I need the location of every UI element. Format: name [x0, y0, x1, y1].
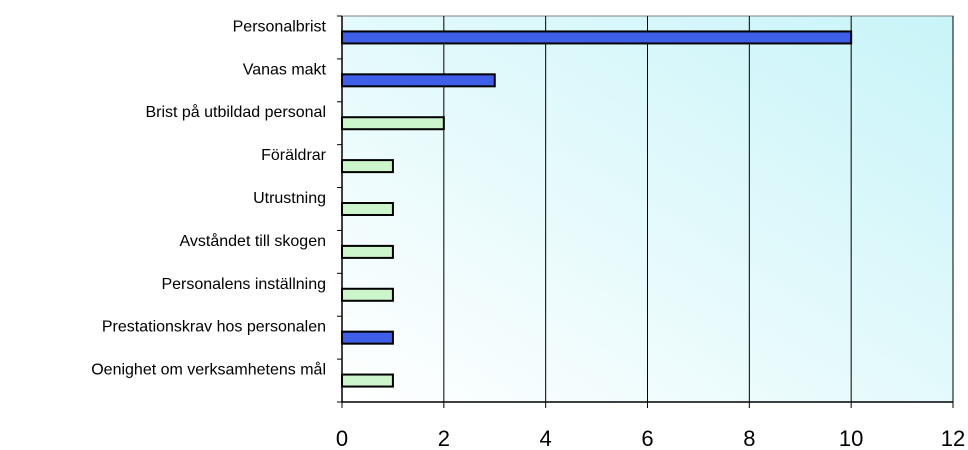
x-tick-label: 8: [743, 426, 755, 450]
x-tick-label: 4: [540, 426, 552, 450]
bar-3: [341, 116, 445, 131]
bar-2: [341, 73, 496, 88]
bar-6: [341, 244, 394, 259]
bar-8: [341, 330, 394, 345]
x-tick-label: 6: [641, 426, 653, 450]
x-tick-labels: 0 2 4 6 8 10 12: [336, 426, 965, 450]
x-tick-label: 10: [839, 426, 863, 450]
axes: [337, 15, 954, 408]
bars: [341, 30, 853, 388]
category-label: Avståndet till skogen: [180, 232, 326, 250]
category-labels: Personalbrist Vanas makt Brist på utbildad…: [91, 18, 326, 378]
x-tick-label: 2: [438, 426, 450, 450]
category-label: Prestationskrav hos personalen: [102, 319, 326, 336]
category-label: Vanas makt: [243, 61, 327, 78]
category-label: Personalbrist: [233, 18, 327, 35]
bar-7: [341, 287, 394, 302]
bar-5: [341, 202, 394, 216]
bar-1: [341, 30, 853, 45]
category-label: Brist på utbildad personal: [145, 103, 326, 121]
bar-4: [341, 159, 394, 174]
category-label: Oenighet om verksamhetens mål: [91, 361, 326, 379]
category-label: Föräldrar: [261, 147, 327, 164]
bar-9: [341, 373, 394, 388]
category-label: Utrustning: [253, 190, 326, 207]
x-tick-label: 0: [336, 426, 348, 450]
x-tick-label: 12: [941, 426, 965, 450]
category-label: Personalens inställning: [161, 276, 326, 293]
